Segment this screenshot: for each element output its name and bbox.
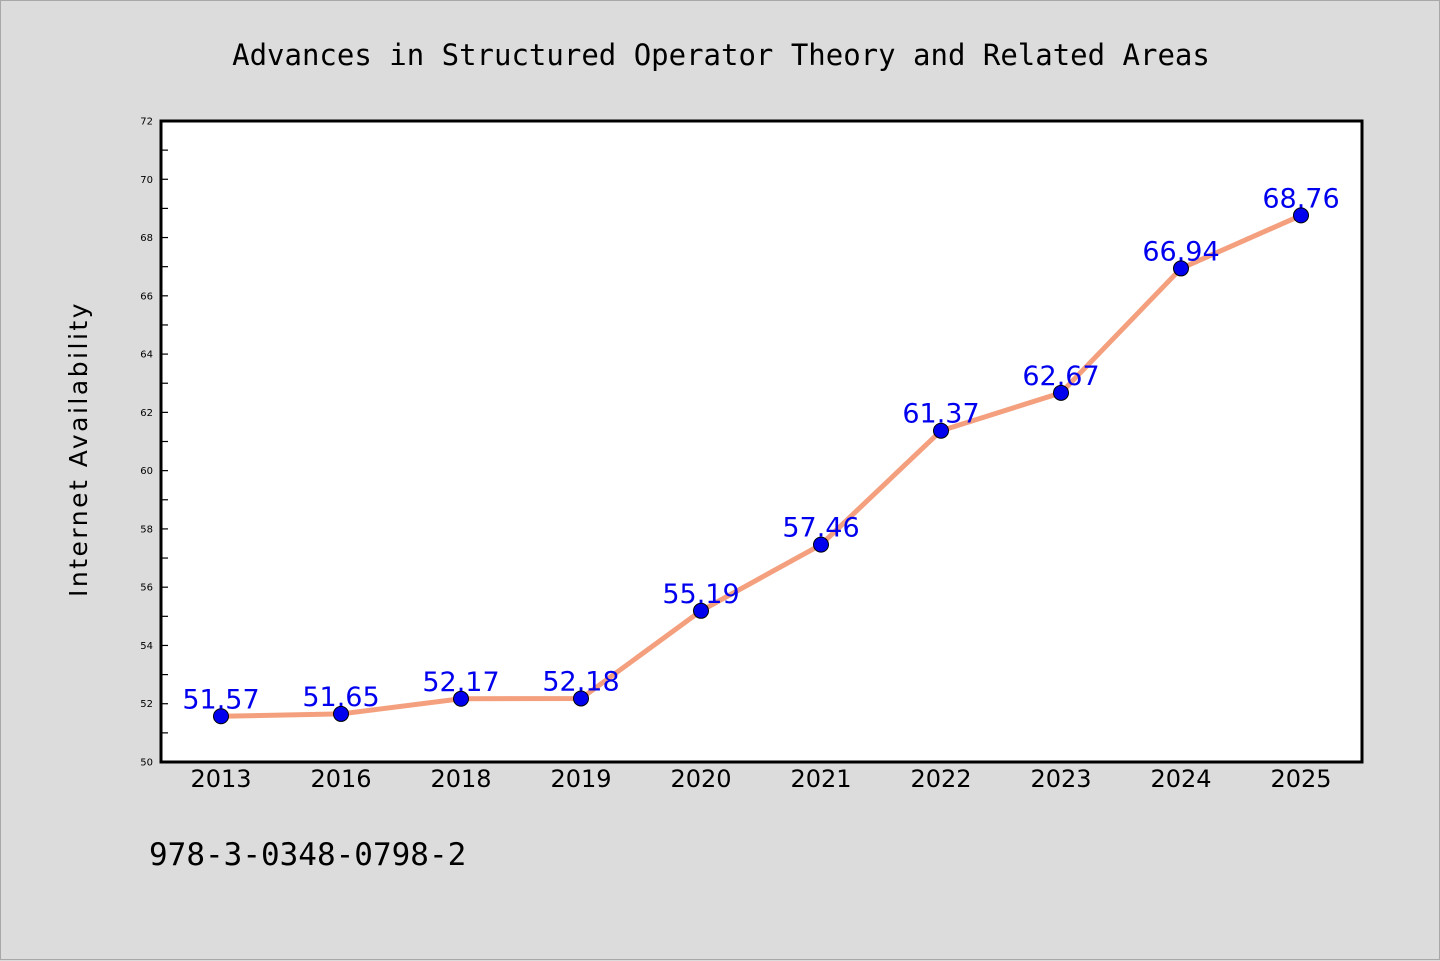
data-point [933,422,949,439]
data-label: 61.37 [902,399,979,430]
y-axis-label: Internet Availability [64,301,93,597]
x-tick-label: 2024 [1150,765,1211,793]
x-tick-label: 2013 [190,765,251,793]
data-label: 51.65 [302,682,379,713]
x-tick-label: 2020 [670,765,731,793]
y-axis: 50 52 54 56 58 60 62 64 66 68 70 72 [140,117,168,769]
x-tick-label: 2019 [550,765,611,793]
y-tick-label: 50 [140,758,153,769]
y-tick-label: 60 [140,466,153,477]
y-tick-label: 70 [140,175,153,186]
data-label: 68.76 [1262,183,1339,214]
x-tick-label: 2021 [790,765,851,793]
plot-border [159,119,1364,764]
data-label: 52.17 [422,667,499,698]
x-tick-label: 2016 [310,765,371,793]
data-point [1053,384,1069,401]
y-tick-label: 66 [140,291,153,302]
data-point [1173,260,1189,277]
x-tick-label: 2018 [430,765,491,793]
chart-title: Advances in Structured Operator Theory a… [232,38,1210,72]
y-tick-label: 62 [140,408,153,419]
y-tick-label: 52 [140,699,153,710]
isbn-text: 978-3-0348-0798-2 [149,837,466,873]
data-point [573,690,589,707]
data-point [813,536,829,553]
y-tick-label: 56 [140,583,153,594]
y-tick-label: 68 [140,233,153,244]
x-axis: 2013 2016 2018 2019 2020 2021 2022 2023 2024 2025 [190,765,1331,793]
data-label: 52.18 [542,666,619,697]
y-tick-label: 64 [140,350,153,361]
data-label: 51.57 [182,684,259,715]
data-point [693,602,709,619]
data-label: 62.67 [1022,361,1099,392]
y-tick-label: 72 [140,117,153,128]
y-tick-label: 54 [140,641,153,652]
data-point [1293,207,1309,224]
data-label: 57.46 [782,513,859,544]
plot-area [161,121,1362,762]
x-tick-label: 2022 [910,765,971,793]
data-point [213,708,229,725]
data-labels: 51.57 51.65 52.17 52.18 55.19 57.46 61.37 62.67… [182,183,1339,715]
y-tick-label: 58 [140,524,153,535]
data-point [453,690,469,707]
x-tick-label: 2023 [1030,765,1091,793]
x-tick-label: 2025 [1270,765,1331,793]
data-label: 55.19 [662,579,739,610]
data-label: 66.94 [1142,236,1219,267]
series-markers [213,207,1309,725]
data-point [333,705,349,722]
series-line [218,212,1304,719]
